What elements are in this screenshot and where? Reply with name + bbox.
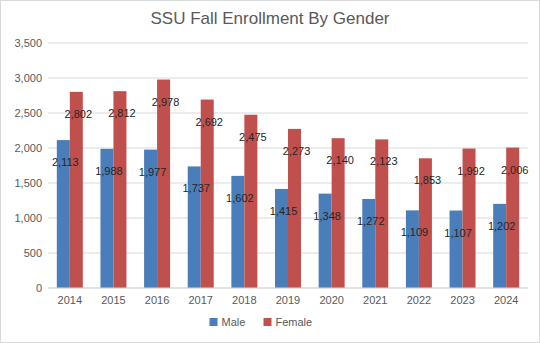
data-label: 2,113 — [52, 156, 79, 168]
x-tick-label: 2020 — [319, 294, 343, 306]
x-axis-line — [48, 288, 528, 289]
y-tick-label: 3,000 — [14, 72, 42, 84]
legend-label: Female — [276, 316, 313, 328]
x-tick-label: 2017 — [188, 294, 212, 306]
bar — [406, 210, 419, 288]
data-label: 1,992 — [457, 165, 485, 177]
y-tick-label: 3,500 — [14, 37, 42, 49]
bar — [275, 189, 288, 288]
chart-title: SSU Fall Enrollment By Gender — [150, 9, 389, 28]
x-tick-label: 2019 — [276, 294, 300, 306]
data-label: 1,202 — [488, 220, 516, 232]
data-label: 2,006 — [501, 164, 529, 176]
data-label: 2,140 — [326, 154, 354, 166]
data-label: 1,415 — [270, 205, 298, 217]
bar — [493, 204, 506, 288]
x-tick-label: 2018 — [232, 294, 256, 306]
bar — [157, 80, 170, 288]
bar — [450, 211, 463, 288]
data-label: 1,272 — [357, 215, 385, 227]
grid-line — [48, 78, 528, 79]
data-label: 1,737 — [182, 182, 210, 194]
data-label: 1,853 — [414, 174, 442, 186]
data-label: 1,977 — [139, 166, 167, 178]
grid-line — [48, 43, 528, 44]
data-label: 2,812 — [108, 107, 136, 119]
data-label: 2,978 — [152, 96, 180, 108]
bar — [319, 194, 332, 288]
x-tick-label: 2022 — [407, 294, 431, 306]
data-label: 2,802 — [65, 108, 93, 120]
x-tick-label: 2023 — [450, 294, 474, 306]
y-tick-label: 0 — [36, 282, 42, 294]
chart-svg: SSU Fall Enrollment By Gender 0 500 1,000 1,… — [0, 0, 540, 343]
bar — [362, 199, 375, 288]
x-tick-label: 2014 — [58, 294, 82, 306]
data-label: 1,602 — [226, 192, 254, 204]
data-label: 1,109 — [401, 226, 429, 238]
y-tick-label: 500 — [24, 247, 42, 259]
data-labels: 2,113 2,802 1,988 2,812 1,977 2,978 1,737 2,692… — [52, 96, 528, 239]
bars — [57, 80, 519, 288]
y-tick-label: 1,000 — [14, 212, 42, 224]
legend: Male Female — [210, 316, 313, 328]
x-tick-label: 2015 — [101, 294, 125, 306]
y-tick-label: 2,000 — [14, 142, 42, 154]
y-tick-label: 1,500 — [14, 177, 42, 189]
legend-label: Male — [222, 316, 246, 328]
bar — [113, 91, 126, 288]
bar — [70, 92, 83, 288]
legend-swatch — [210, 318, 218, 326]
chart-container: SSU Fall Enrollment By Gender 0 500 1,000 1,… — [0, 0, 540, 343]
x-tick-label: 2021 — [363, 294, 387, 306]
data-label: 1,107 — [444, 227, 472, 239]
data-label: 2,123 — [370, 155, 398, 167]
y-tick-label: 2,500 — [14, 107, 42, 119]
legend-swatch — [264, 318, 272, 326]
data-label: 2,692 — [195, 116, 223, 128]
grid-line — [48, 288, 528, 289]
x-tick-label: 2024 — [494, 294, 518, 306]
data-label: 2,273 — [283, 145, 311, 157]
x-tick-label: 2016 — [145, 294, 169, 306]
chart-border — [1, 1, 540, 343]
data-label: 2,475 — [239, 131, 267, 143]
data-label: 1,348 — [313, 210, 341, 222]
data-label: 1,988 — [95, 165, 123, 177]
